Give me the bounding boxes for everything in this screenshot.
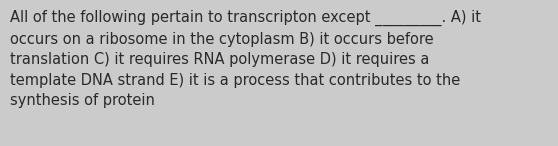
Text: All of the following pertain to transcripton except _________. A) it
occurs on a: All of the following pertain to transcri… — [10, 10, 481, 108]
